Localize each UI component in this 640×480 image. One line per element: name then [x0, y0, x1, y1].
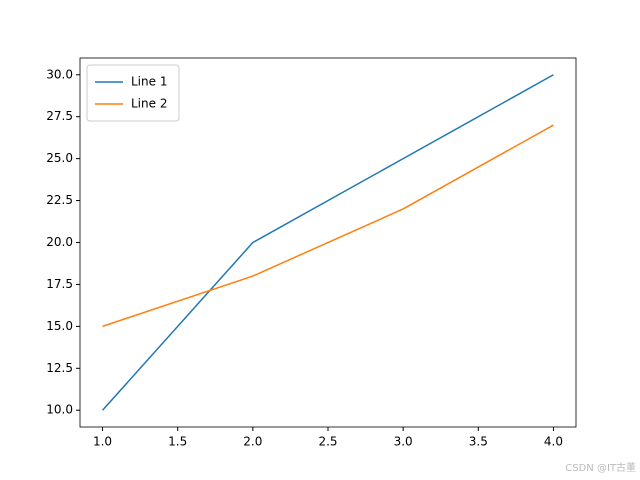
x-tick-label: 2.5 [318, 435, 337, 449]
y-tick-label: 20.0 [46, 235, 73, 249]
legend-label: Line 1 [131, 75, 167, 89]
x-tick-label: 3.0 [394, 435, 413, 449]
y-tick-label: 30.0 [46, 67, 73, 81]
y-tick-label: 12.5 [46, 361, 73, 375]
line [101, 74, 554, 411]
legend-box [86, 64, 180, 122]
x-tick-label: 2.0 [243, 435, 262, 449]
watermark: CSDN @IT古董 [565, 461, 636, 474]
y-tick-label: 25.0 [46, 151, 73, 165]
y-tick-label: 10.0 [46, 403, 73, 417]
x-tick-label: 4.0 [544, 435, 563, 449]
y-tick-label: 22.5 [46, 193, 73, 207]
plot-frame [79, 57, 577, 428]
y-tick-label: 15.0 [46, 319, 73, 333]
x-tick-label: 1.5 [168, 435, 187, 449]
x-tick-label: 1.0 [93, 435, 112, 449]
y-tick-label: 17.5 [46, 277, 73, 291]
y-tick-label: 27.5 [46, 109, 73, 123]
x-tick-label: 3.5 [469, 435, 488, 449]
legend-label: Line 2 [131, 97, 167, 111]
line [102, 124, 554, 328]
